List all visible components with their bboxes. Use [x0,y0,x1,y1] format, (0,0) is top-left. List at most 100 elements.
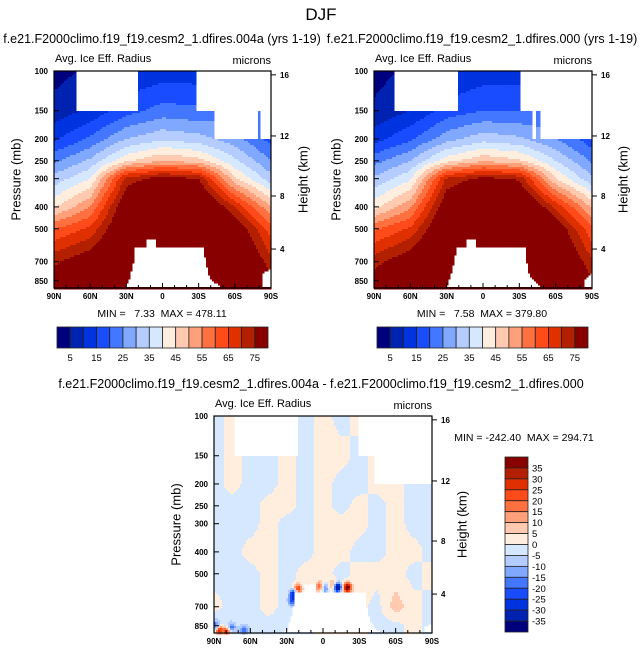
contour-cell [422,566,433,569]
contour-cell [374,213,381,216]
contour-cell [446,141,483,144]
contour-cell [522,183,529,186]
contour-cell [314,442,351,445]
contour-cell [334,582,337,585]
contour-cell [250,191,263,194]
contour-cell [534,197,543,200]
contour-cell [414,183,421,186]
contour-cell [536,191,543,194]
contour-cell [314,524,369,527]
contour-cell [104,205,111,208]
contour-cell [214,574,261,577]
contour-cell [476,111,533,114]
contour-cell [260,518,281,521]
contour-cell [430,127,459,130]
contour-cell [124,155,153,158]
contour-cell [498,133,533,136]
contour-cell [296,492,315,495]
contour-cell [348,462,369,465]
contour-cell [242,205,253,208]
contour-cell [374,592,379,595]
contour-cell [334,588,337,591]
contour-cell [60,261,135,264]
contour-cell [154,167,179,170]
colorbar-label: 75 [570,353,581,364]
contour-cell [334,580,337,583]
contour-cell [264,498,297,501]
pressure-tick-label: 850 [195,622,209,631]
contour-cell [406,526,433,529]
contour-cell [278,556,313,559]
contour-cell [224,446,235,449]
contour-cell [412,215,421,218]
contour-cell [310,558,351,561]
contour-cell [344,578,409,581]
contour-cell [422,586,433,589]
colorbar-label: 35 [532,463,543,474]
difference-title: f.e21.F2000climo.f19_f19.cesm2_1.dfires.… [58,377,583,391]
contour-cell [522,185,531,188]
contour-cell [138,101,197,104]
contour-cell [120,157,145,160]
contour-cell [126,187,205,190]
contour-cell [92,165,103,168]
contour-cell [70,131,97,134]
contour-cell [350,558,383,561]
contour-cell [296,482,315,485]
contour-cell [352,548,387,551]
contour-cell [96,163,107,166]
contour-cell [66,133,95,136]
contour-cell [54,249,61,252]
contour-cell [218,622,221,625]
contour-cell [588,181,593,184]
contour-cell [66,247,93,250]
colorbar-label: 65 [223,353,234,364]
contour-cell [374,281,449,284]
contour-cell [406,572,423,575]
contour-cell [386,548,423,551]
contour-cell [536,125,541,128]
contour-cell [544,179,551,182]
contour-cell [404,490,433,493]
contour-cell [204,253,261,256]
contour-cell [138,81,197,84]
contour-cell [54,81,65,84]
contour-cell [486,167,525,170]
contour-cell [420,215,429,218]
contour-cell [350,582,353,585]
contour-cell [388,119,421,122]
contour-cell [228,490,237,493]
contour-cell [278,528,315,531]
contour-cell [106,203,113,206]
contour-cell [322,580,331,583]
contour-cell [398,175,415,178]
contour-cell [58,171,83,174]
contour-cell [404,498,433,501]
contour-cell [368,518,387,521]
contour-cell [54,111,79,114]
contour-cell [350,556,385,559]
contour-cell [390,77,395,80]
contour-cell [554,207,565,210]
contour-cell [128,173,159,176]
contour-cell [408,171,417,174]
contour-cell [566,209,577,212]
contour-cell [286,600,289,603]
latitude-tick-label: 60S [389,637,404,646]
contour-cell [374,145,397,148]
contour-cell [266,245,272,248]
contour-cell [264,243,272,246]
contour-cell [254,241,265,244]
contour-cell [102,177,109,180]
contour-cell [248,141,269,144]
colorbar-label: 25 [118,353,129,364]
contour-cell [86,159,103,162]
contour-cell [116,175,123,178]
contour-cell [368,494,379,497]
contour-cell [260,602,279,605]
contour-cell [242,223,253,226]
contour-cell [582,241,593,244]
contour-cell [214,564,255,567]
contour-cell [54,183,59,186]
contour-cell [60,85,77,88]
